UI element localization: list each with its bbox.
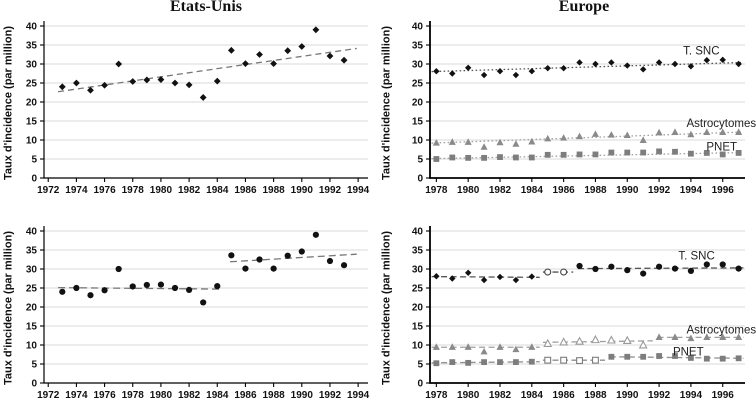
svg-text:1992: 1992	[648, 185, 671, 196]
svg-text:1988: 1988	[584, 185, 607, 196]
svg-text:20: 20	[412, 98, 424, 109]
svg-text:1978: 1978	[122, 185, 145, 196]
svg-text:1982: 1982	[489, 390, 512, 401]
svg-text:1976: 1976	[93, 390, 116, 401]
svg-text:5: 5	[417, 155, 423, 166]
svg-text:1992: 1992	[319, 390, 342, 401]
svg-text:25: 25	[26, 284, 38, 295]
svg-text:1984: 1984	[206, 185, 229, 196]
svg-text:1992: 1992	[319, 185, 342, 196]
svg-text:5: 5	[31, 155, 37, 166]
svg-text:40: 40	[26, 227, 38, 238]
svg-text:20: 20	[26, 303, 38, 314]
svg-text:1976: 1976	[93, 185, 116, 196]
svg-text:1988: 1988	[262, 390, 285, 401]
svg-text:PNET: PNET	[706, 141, 737, 153]
chart-title-europe: Europe	[558, 0, 610, 15]
svg-text:1984: 1984	[521, 390, 544, 401]
svg-text:1982: 1982	[178, 185, 201, 196]
svg-text:15: 15	[26, 117, 38, 128]
chart-panel-europe-bottom: Taux d'incidence (par million) 0 5 10 15 20 2…	[378, 205, 756, 410]
svg-text:35: 35	[412, 41, 424, 52]
svg-text:0: 0	[31, 379, 37, 390]
svg-text:15: 15	[412, 117, 424, 128]
svg-text:25: 25	[412, 284, 424, 295]
svg-text:15: 15	[26, 322, 38, 333]
svg-text:1990: 1990	[616, 390, 639, 401]
svg-text:10: 10	[412, 136, 424, 147]
europe-top-plot: 0 5 10 15 20 25 30 35 40 1978 1980 1982 1984 1986 1988…	[412, 21, 756, 196]
svg-text:1990: 1990	[616, 185, 639, 196]
svg-text:10: 10	[26, 341, 38, 352]
svg-text:T. SNC: T. SNC	[683, 46, 719, 58]
svg-text:1984: 1984	[206, 390, 229, 401]
svg-text:40: 40	[412, 227, 424, 238]
svg-text:1980: 1980	[150, 185, 173, 196]
svg-text:T. SNC: T. SNC	[678, 251, 714, 263]
svg-text:1982: 1982	[178, 390, 201, 401]
svg-text:30: 30	[412, 265, 424, 276]
svg-text:1982: 1982	[489, 185, 512, 196]
svg-text:20: 20	[26, 98, 38, 109]
svg-text:1978: 1978	[425, 390, 448, 401]
svg-text:1994: 1994	[347, 390, 370, 401]
svg-text:1990: 1990	[291, 185, 314, 196]
svg-text:30: 30	[26, 60, 38, 71]
svg-text:1980: 1980	[457, 185, 480, 196]
svg-text:35: 35	[412, 246, 424, 257]
svg-text:1980: 1980	[457, 390, 480, 401]
svg-text:Astrocytomes: Astrocytomes	[686, 118, 756, 130]
svg-text:1986: 1986	[553, 185, 576, 196]
svg-text:1972: 1972	[37, 185, 60, 196]
svg-text:1974: 1974	[65, 390, 88, 401]
us-top-plot: 0 5 10 15 20 25 30 35 40 1972 1974 1976 1978 1980 1982…	[26, 21, 370, 196]
svg-text:25: 25	[26, 79, 38, 90]
svg-text:1986: 1986	[234, 390, 257, 401]
svg-text:1980: 1980	[150, 390, 173, 401]
svg-text:1988: 1988	[584, 390, 607, 401]
svg-text:5: 5	[417, 360, 423, 371]
svg-text:1990: 1990	[291, 390, 314, 401]
svg-text:35: 35	[26, 246, 38, 257]
svg-text:1984: 1984	[521, 185, 544, 196]
svg-text:1978: 1978	[122, 390, 145, 401]
svg-text:1972: 1972	[37, 390, 60, 401]
chart-panel-us-top: États-Unis Taux d'incidence (par million…	[0, 0, 378, 205]
svg-text:25: 25	[412, 79, 424, 90]
svg-text:1986: 1986	[234, 185, 257, 196]
europe-bottom-plot: 0 5 10 15 20 25 30 35 40 1978 1980 1982 1984 1986 1988…	[412, 226, 756, 401]
svg-text:1974: 1974	[65, 185, 88, 196]
svg-text:15: 15	[412, 322, 424, 333]
svg-text:5: 5	[31, 360, 37, 371]
svg-text:30: 30	[412, 60, 424, 71]
svg-text:10: 10	[26, 136, 38, 147]
svg-text:40: 40	[26, 22, 38, 33]
svg-text:0: 0	[31, 174, 37, 185]
svg-text:35: 35	[26, 41, 38, 52]
svg-text:1994: 1994	[347, 185, 370, 196]
svg-text:1978: 1978	[425, 185, 448, 196]
svg-text:20: 20	[412, 303, 424, 314]
svg-text:1996: 1996	[712, 390, 735, 401]
us-bottom-plot: 0 5 10 15 20 25 30 35 40 1972 1974 1976 1978 1980 1982…	[26, 226, 370, 401]
svg-text:10: 10	[412, 341, 424, 352]
svg-text:1996: 1996	[712, 185, 735, 196]
svg-text:PNET: PNET	[673, 347, 704, 359]
svg-text:1986: 1986	[553, 390, 576, 401]
svg-text:Astrocytomes: Astrocytomes	[686, 325, 756, 337]
svg-text:1994: 1994	[680, 185, 703, 196]
svg-text:30: 30	[26, 265, 38, 276]
svg-text:0: 0	[417, 379, 423, 390]
svg-text:1992: 1992	[648, 390, 671, 401]
svg-text:40: 40	[412, 22, 424, 33]
chart-panel-us-bottom: Taux d'incidence (par million) 0 5 10 15 20 2…	[0, 205, 378, 410]
svg-text:1994: 1994	[680, 390, 703, 401]
svg-text:0: 0	[417, 174, 423, 185]
svg-text:1988: 1988	[262, 185, 285, 196]
chart-title-etats-unis: États-Unis	[169, 0, 242, 15]
